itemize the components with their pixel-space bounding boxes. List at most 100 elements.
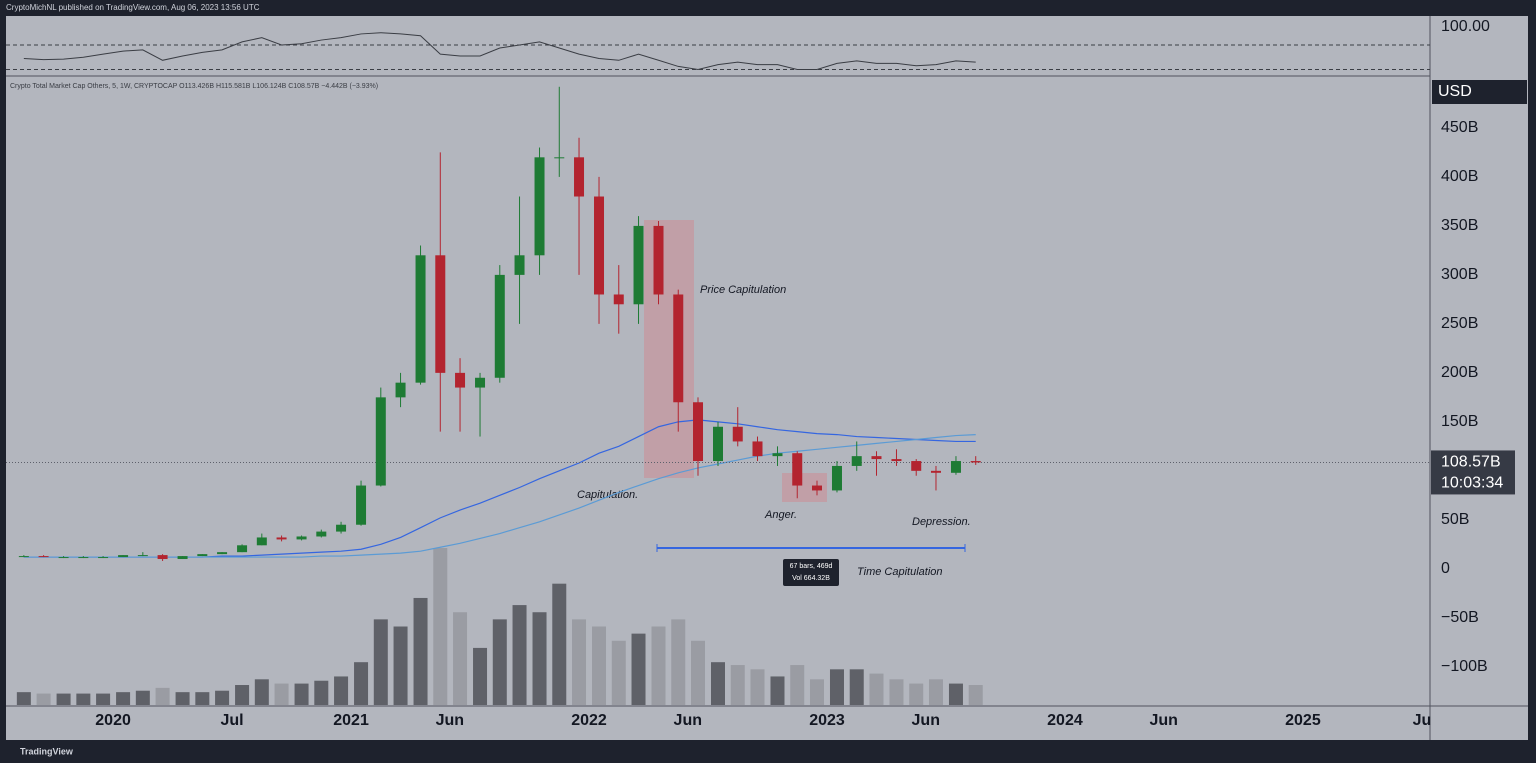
volume-bar [809,679,824,705]
candle-body [157,555,168,560]
volume-bar [730,665,745,705]
y-tick-label: 0 [1441,560,1450,577]
volume-bar [56,693,71,705]
x-tick-label: 2020 [95,712,131,729]
annotation: Price Capitulation [700,284,786,296]
last-price-box [1431,450,1515,495]
annotation: Anger. [764,509,797,521]
candle-body [336,524,347,532]
candle-body [237,545,248,553]
candle-body [375,397,386,486]
x-tick-label: Jun [1149,712,1177,729]
volume-bar [671,619,686,705]
candle-body [613,294,624,305]
volume-bar [155,687,170,705]
volume-bar [790,665,805,705]
volume-bar [532,612,547,705]
volume-bar [631,633,646,705]
x-tick-label: Jun [436,712,464,729]
last-price-label: 108.57B [1441,454,1501,471]
candle-body [970,461,981,463]
candle-body [78,557,89,559]
volume-bar [948,683,963,705]
y-tick-label: 400B [1441,168,1478,185]
volume-bar [334,676,349,705]
volume-bar [492,619,507,705]
x-tick-label: Jul [221,712,244,729]
footer: TradingView [20,746,74,756]
countdown: 10:03:34 [1441,475,1503,492]
volume-bar [849,669,864,705]
candle-body [276,537,287,540]
volume-bar [254,679,269,705]
candle-body [494,274,505,378]
candle-body [653,225,664,295]
candle-body [594,196,605,295]
volume-bar [691,640,706,705]
volume-bar [750,669,765,705]
x-tick-label: Jun [912,712,940,729]
volume-bar [373,619,388,705]
volume-bar [770,676,785,705]
candle-body [950,461,961,473]
candle-body [514,255,525,275]
candle-body [217,552,228,555]
y-tick-label: 150B [1441,413,1478,430]
candle-body [713,426,723,462]
volume-bar [552,583,567,705]
volume-bar [413,597,428,705]
volume-bar [16,692,31,705]
y-tick-label: 300B [1441,266,1478,283]
candle-body [554,157,565,159]
volume-bar [36,693,51,705]
volume-bar [889,679,904,705]
header: CryptoMichNL published on TradingView.co… [6,3,260,12]
candle-body [435,255,446,373]
volume-bar [869,673,884,705]
volume-bar [175,692,190,705]
candle-body [395,382,406,398]
candle-body [256,537,267,546]
volume-bar [195,692,210,705]
candle-body [118,555,129,558]
y-tick-label: 250B [1441,315,1478,332]
volume-bar [829,669,844,705]
candle-body [871,456,882,460]
y-tick-label: 200B [1441,364,1478,381]
candle-body [732,426,743,442]
annotation: Capitulation. [577,489,638,501]
volume-bar [711,662,725,705]
x-tick-label: 2025 [1285,712,1321,729]
volume-bar [393,626,408,705]
x-tick-label: 2024 [1047,712,1083,729]
volume-bar [909,683,924,705]
volume-bar [76,693,91,705]
candle-body [475,377,486,388]
x-tick-label: 2022 [571,712,607,729]
volume-bar [928,679,943,705]
candle-body [415,255,426,383]
measure-bars: 67 bars, 469d [790,563,833,570]
y-tick-label: 450B [1441,119,1478,136]
price-axis [1430,16,1528,740]
candle-body [296,536,307,540]
volume-bar [354,662,369,705]
volume-bar [572,619,587,705]
x-tick-label: Jun [674,712,702,729]
y-tick-label: 350B [1441,217,1478,234]
volume-bar [968,685,983,705]
candle-body [811,485,822,491]
candle-body [177,556,188,560]
volume-bar [274,683,289,705]
price-capitulation-box [644,220,694,478]
candle-body [455,372,466,388]
candle-body [930,470,941,473]
candle-body [831,465,842,491]
volume-bar [592,626,607,705]
y-tick-label: 50B [1441,511,1469,528]
volume-bar [116,692,131,705]
ohlc-legend: Crypto Total Market Cap Others, 5, 1W, C… [10,83,378,90]
y-tick-label: −50B [1441,609,1479,626]
candle-body [197,554,208,557]
candle-body [137,555,148,557]
